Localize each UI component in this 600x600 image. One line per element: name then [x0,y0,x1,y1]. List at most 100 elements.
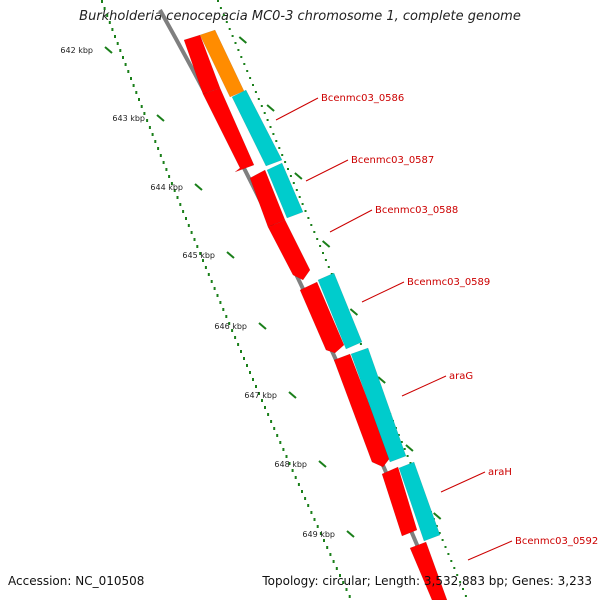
tick-label: 647 kbp [244,391,277,400]
gene-label-line [275,97,319,121]
minor-tick [228,322,231,325]
minor-tick [202,259,204,262]
minor-tick [196,245,199,248]
minor-tick [119,49,122,52]
minor-tick [294,476,297,479]
outer-minor-tick [281,154,284,156]
minor-tick [261,399,263,402]
outer-minor-tick [310,224,313,226]
cyan-feature-block [266,162,304,219]
outer-major-tick [238,36,247,44]
outer-minor-tick [304,210,307,212]
gene-label-line [329,209,373,233]
outer-minor-tick [292,182,295,184]
tick-label: 648 kbp [274,460,307,469]
minor-tick [255,385,257,388]
cyan-feature-block [350,347,407,463]
gene-label-line [440,471,486,493]
minor-tick [140,105,143,108]
outer-major-tick [321,240,331,248]
gene-labels: Bcenmc03_0586 Bcenmc03_0587 Bcenmc03_0588 B… [321,93,598,547]
outer-minor-tick [453,567,456,569]
minor-tick [285,455,288,458]
minor-tick [108,21,111,24]
minor-tick [173,189,176,192]
minor-tick [291,469,294,472]
minor-tick [225,315,228,318]
minor-tick [270,420,273,423]
tick-label: 649 kbp [302,530,335,539]
minor-tick [231,329,234,332]
minor-tick [179,203,182,206]
gene-label: Bcenmc03_0589 [407,277,490,288]
accession-text: Accession: NC_010508 [8,574,145,588]
outer-minor-tick [254,91,257,93]
outer-minor-tick [263,112,266,114]
minor-tick [124,63,127,66]
minor-tick [111,28,114,31]
minor-tick [222,308,225,311]
minor-tick [143,112,146,115]
major-tick [156,114,165,122]
minor-tick [185,217,187,220]
tick-label: 646 kbp [214,322,247,331]
outer-minor-tick [298,196,301,198]
minor-tick [138,98,140,101]
outer-minor-tick [234,42,237,44]
outer-minor-tick [231,35,234,37]
minor-tick [273,427,276,430]
minor-tick [342,581,345,584]
gene-label: Bcenmc03_0586 [321,93,404,104]
outer-minor-tick [237,49,240,51]
minor-tick [304,497,307,500]
cyan-feature-block [317,272,363,350]
minor-tick [258,392,260,395]
minor-tick [326,546,329,549]
minor-tick [210,280,213,283]
minor-tick [297,483,300,486]
outer-minor-tick [278,147,281,149]
outer-minor-tick [243,63,246,65]
outer-minor-tick [275,140,278,142]
tick-labels: 642 kbp 643 kbp 644 kbp 645 kbp 646 kbp 647 k… [60,46,335,539]
minor-tick [122,56,124,59]
outer-minor-tick [327,266,330,268]
outer-minor-tick [438,532,441,534]
gene-label-lines [275,97,513,561]
minor-tick [323,539,325,542]
tick-label: 645 kbp [182,251,215,260]
gene-label: Bcenmc03_0588 [375,205,458,216]
minor-tick [329,553,332,556]
outer-minor-tick [322,252,324,254]
minor-tick [170,182,173,185]
minor-tick [288,462,291,465]
outer-major-tick [377,376,386,384]
minor-tick [148,126,151,129]
outer-minor-tick [222,14,225,16]
minor-tick [187,224,190,227]
gene-label: araH [488,467,512,478]
outer-minor-tick [266,119,269,121]
outer-major-tick [405,444,414,452]
minor-tick [301,490,303,493]
outer-minor-tick [217,0,219,2]
outer-major-tick [294,172,303,180]
minor-tick [114,35,116,38]
outer-minor-tick [260,105,263,107]
outer-major-tick [349,308,359,316]
outer-minor-tick [240,56,243,58]
cyan-feature-block [398,461,441,542]
map-title: Burkholderia cenocepacia MC0-3 chromosom… [79,9,521,24]
minor-tick [207,273,210,276]
outer-minor-tick [246,70,249,72]
minor-tick [345,588,348,591]
minor-tick [332,560,335,563]
gene-label: Bcenmc03_0592 [515,536,598,547]
minor-tick [193,238,196,241]
tick-label: 642 kbp [60,46,93,55]
minor-tick [182,210,185,213]
minor-tick [319,532,322,535]
major-tick [318,460,327,468]
outer-minor-tick [400,441,403,443]
outer-minor-tick [301,203,304,205]
